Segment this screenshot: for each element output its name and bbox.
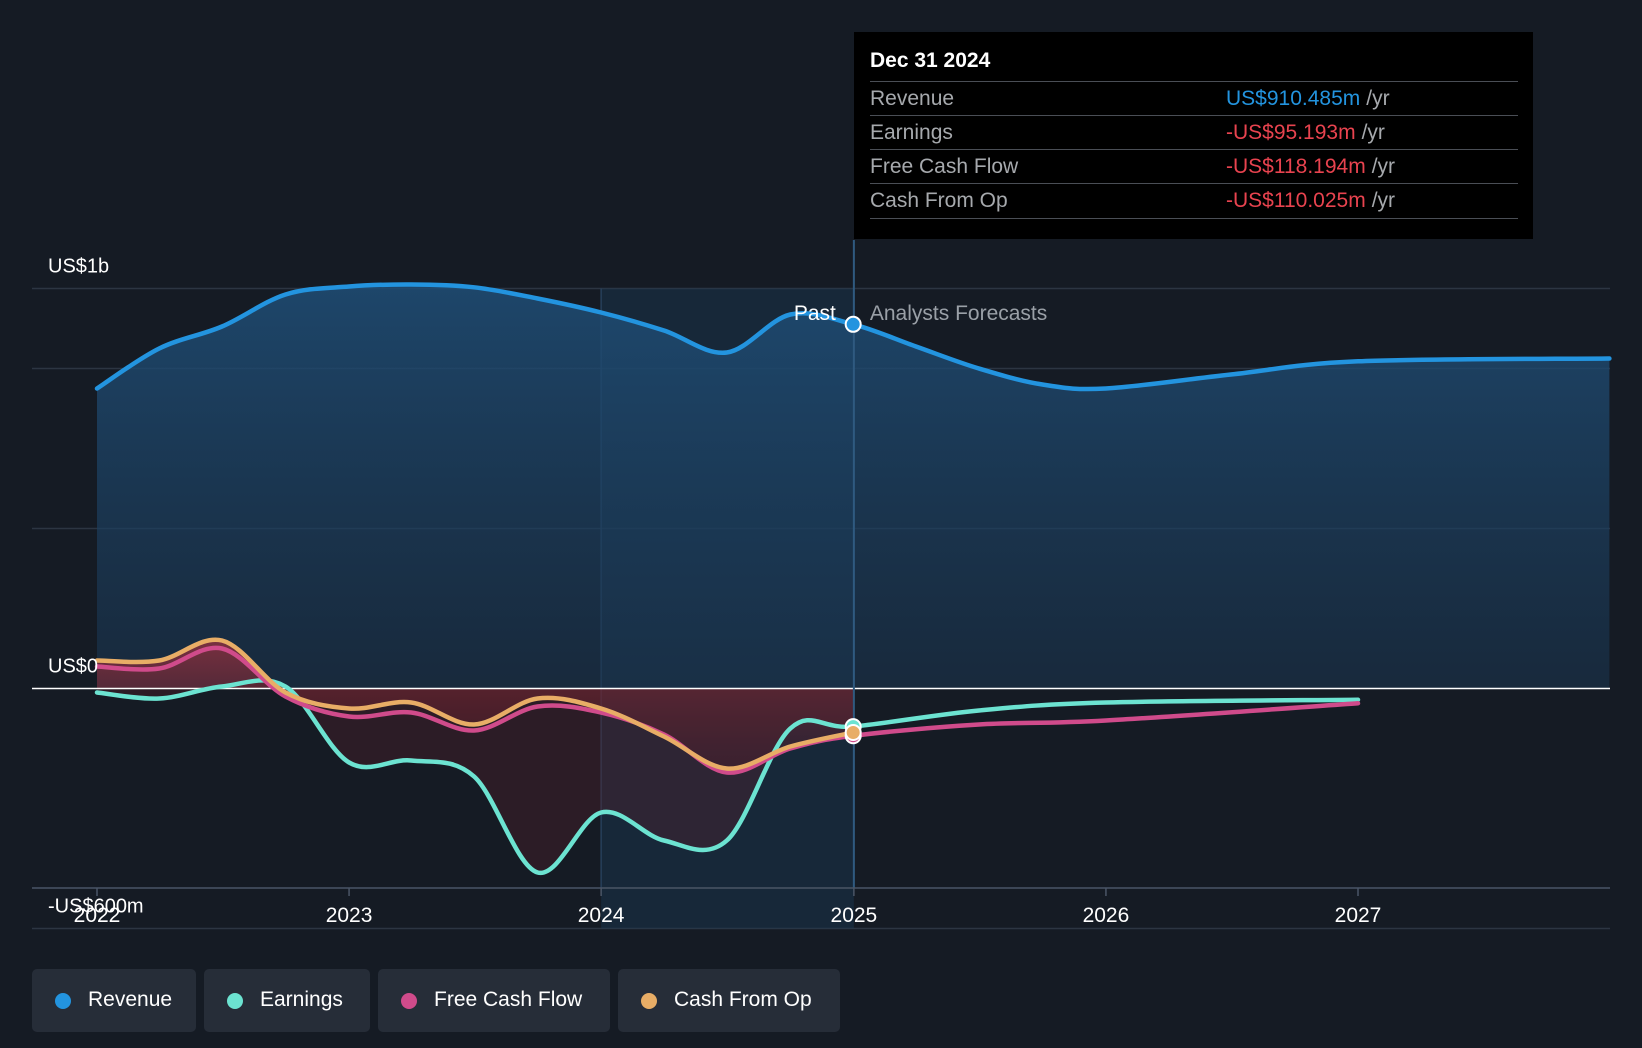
legend-item-revenue[interactable]: Revenue [32, 969, 196, 1032]
y-tick-label: US$1b [48, 256, 109, 278]
revenue-marker [844, 315, 862, 333]
tooltip-label: Earnings [870, 121, 953, 144]
past-label: Past [794, 302, 836, 325]
cash-from-op-marker [844, 724, 862, 742]
legend-dot-icon [227, 993, 243, 1009]
x-tick-label: 2025 [831, 904, 878, 927]
tooltip-unit: /yr [1366, 87, 1390, 110]
tooltip-value: -US$118.194m [1226, 155, 1366, 178]
x-tick-label: 2027 [1335, 904, 1382, 927]
cash-from-op-line [94, 637, 856, 771]
tooltip-row-earnings: Earnings -US$95.193m/yr [870, 115, 1518, 150]
legend-dot-icon [641, 993, 657, 1009]
tooltip-unit: /yr [1361, 121, 1385, 144]
tooltip-value: US$910.485m [1226, 87, 1361, 110]
legend-label: Free Cash Flow [434, 988, 583, 1011]
y-tick-label: US$0 [48, 656, 98, 678]
revenue-line [94, 282, 1612, 392]
earnings-line [94, 678, 1361, 875]
y-tick-label: -US$600m [48, 896, 144, 918]
legend-label: Cash From Op [674, 988, 812, 1011]
tooltip-label: Cash From Op [870, 189, 1008, 212]
free-cash-flow-line [94, 645, 1361, 775]
legend-label: Revenue [88, 988, 173, 1011]
tooltip-row-revenue: Revenue US$910.485m/yr [870, 81, 1518, 116]
forecast-label: Analysts Forecasts [870, 302, 1047, 325]
x-tick-label: 2022 [74, 904, 121, 927]
tooltip-row-free-cash-flow: Free Cash Flow -US$118.194m/yr [870, 149, 1518, 184]
legend-item-cash-from-op[interactable]: Cash From Op [618, 969, 840, 1032]
x-tick-label: 2023 [326, 904, 373, 927]
legend-item-free-cash-flow[interactable]: Free Cash Flow [378, 969, 610, 1032]
x-tick-label: 2024 [578, 904, 625, 927]
tooltip: Dec 31 2024 Revenue US$910.485m/yr Earni… [854, 32, 1533, 239]
tooltip-value: -US$95.193m [1226, 121, 1356, 144]
tooltip-unit: /yr [1371, 189, 1396, 212]
legend-label: Earnings [260, 988, 343, 1011]
legend-dot-icon [55, 993, 71, 1009]
tooltip-unit: /yr [1371, 155, 1396, 178]
legend-dot-icon [401, 993, 417, 1009]
tooltip-value: -US$110.025m [1226, 189, 1366, 212]
legend-item-earnings[interactable]: Earnings [204, 969, 370, 1032]
tooltip-label: Free Cash Flow [870, 155, 1019, 178]
tooltip-label: Revenue [870, 87, 955, 110]
x-tick-label: 2026 [1083, 904, 1130, 927]
tooltip-row-cash-from-op: Cash From Op -US$110.025m/yr [870, 183, 1518, 219]
tooltip-date: Dec 31 2024 [870, 49, 991, 72]
